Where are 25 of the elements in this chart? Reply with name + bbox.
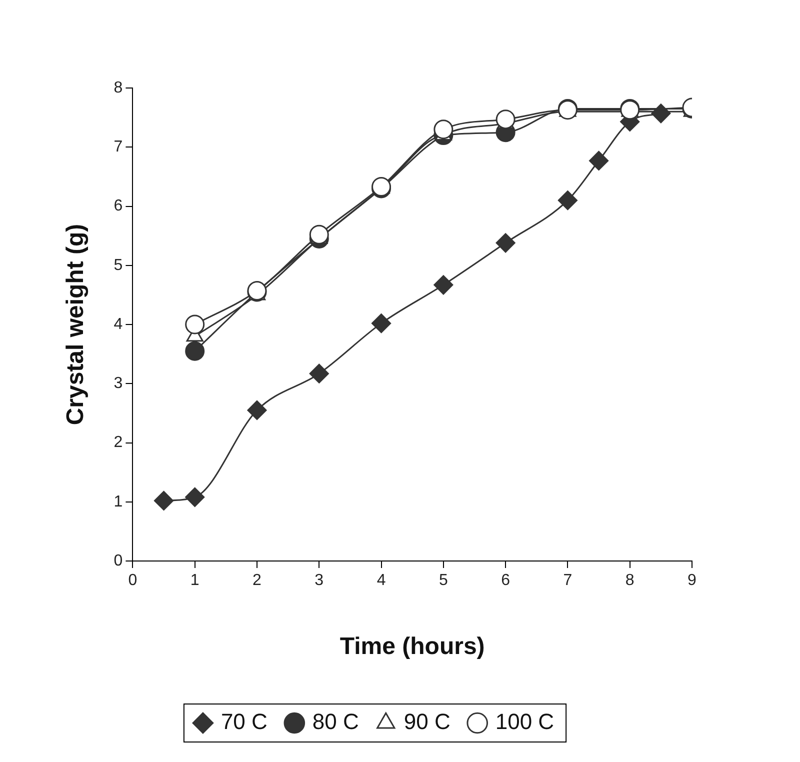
y-tick-label: 2 xyxy=(114,434,123,452)
x-tick-label: 2 xyxy=(252,572,262,590)
x-tick-label: 7 xyxy=(563,572,572,590)
x-tick-label: 5 xyxy=(438,572,448,590)
y-tick-label: 3 xyxy=(114,375,123,392)
x-tick-label: 0 xyxy=(128,572,138,590)
x-tick-label: 6 xyxy=(501,572,510,590)
y-tick-label: 6 xyxy=(114,198,123,215)
y-tick-label: 7 xyxy=(114,138,123,156)
x-tick-label: 4 xyxy=(376,572,386,590)
y-tick-label: 1 xyxy=(114,493,123,510)
x-tick-label: 1 xyxy=(190,572,200,590)
x-tick-label: 3 xyxy=(314,572,324,590)
legend-label: 80 C xyxy=(312,709,359,734)
y-axis-title: Crystal weight (g) xyxy=(62,224,90,426)
legend-label: 100 C xyxy=(495,709,554,734)
legend-label: 70 C xyxy=(220,709,268,734)
y-tick-label: 0 xyxy=(114,552,123,570)
y-tick-label: 4 xyxy=(114,316,123,333)
y-tick-label: 5 xyxy=(114,256,123,274)
x-tick-label: 9 xyxy=(688,572,697,590)
legend-label: 90 C xyxy=(404,709,450,734)
x-axis-title: Time (hours) xyxy=(340,633,485,660)
y-tick-label: 8 xyxy=(114,79,123,96)
x-tick-label: 8 xyxy=(625,572,634,590)
